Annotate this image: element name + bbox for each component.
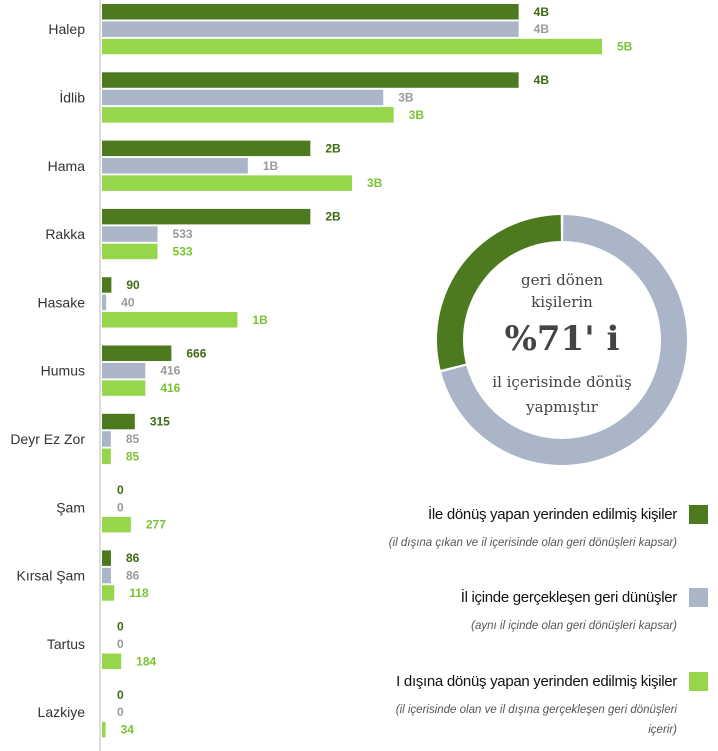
bar-series-2	[102, 362, 146, 379]
bar-series-2	[102, 567, 111, 584]
bar-series-3	[102, 721, 106, 738]
data-label-series-3: 184	[136, 654, 156, 668]
legend-title-3: I dışına dönüş yapan yerinden edilmiş ki…	[396, 673, 677, 690]
data-label-series-2: 533	[173, 227, 193, 241]
bar-series-1	[102, 550, 111, 566]
data-label-series-2: 4B	[534, 22, 550, 36]
legend-title-2: İl içinde gerçekleşen geri dünüşler	[460, 589, 678, 606]
category-label: Tartus	[47, 636, 85, 652]
data-label-series-1: 2B	[325, 141, 341, 155]
data-label-series-2: 416	[160, 364, 180, 378]
bar-series-3	[102, 107, 394, 123]
data-label-series-2: 86	[126, 569, 140, 583]
bar-series-3	[102, 585, 115, 601]
data-label-series-3: 5B	[617, 40, 633, 54]
donut-text-line4: yapmıştır	[525, 398, 599, 416]
data-label-series-3: 85	[126, 449, 140, 463]
bar-series-3	[102, 243, 158, 260]
data-label-series-1: 315	[150, 415, 170, 429]
bar-series-2	[102, 89, 384, 106]
data-label-series-2: 85	[126, 432, 140, 446]
legend-swatch-3	[689, 672, 708, 691]
data-label-series-3: 34	[121, 723, 135, 737]
data-label-series-1: 0	[117, 619, 124, 633]
bar-series-1	[102, 140, 311, 157]
data-label-series-3: 533	[173, 244, 193, 258]
bar-series-1	[102, 72, 519, 88]
bar-series-2	[102, 294, 107, 311]
donut-text-line2: kişilerin	[531, 293, 593, 311]
donut-segment-other	[436, 215, 561, 370]
data-label-series-3: 118	[129, 586, 149, 600]
data-label-series-1: 2B	[325, 210, 341, 224]
bar-series-3	[102, 516, 131, 533]
data-label-series-1: 666	[186, 346, 206, 360]
data-label-series-1: 4B	[534, 73, 550, 87]
bar-series-3	[102, 175, 352, 191]
bar-series-2	[102, 431, 111, 447]
category-label: Deyr Ez Zor	[10, 431, 85, 447]
category-label: Humus	[41, 363, 85, 379]
bar-series-2	[102, 21, 519, 37]
data-label-series-1: 90	[126, 278, 140, 292]
category-label: Kırsal Şam	[17, 568, 85, 584]
bar-series-3	[102, 38, 602, 55]
bar-series-3	[102, 380, 146, 396]
legend-item-3: I dışına dönüş yapan yerinden edilmiş ki…	[288, 672, 708, 740]
bar-series-1	[102, 277, 112, 293]
donut-chart: geri dönen kişilerin %71' i il içerisind…	[436, 215, 688, 465]
labels-layer: Halep 4B 4B 5B İdlib 4B 3B 3B Hama 2B 1B 3B Rakka 2B 5…	[10, 5, 632, 737]
bar-series-1	[102, 208, 311, 225]
donut-percent-text: %71' i	[505, 319, 620, 359]
legend-item-2: İl içinde gerçekleşen geri dünüşler (ayn…	[288, 588, 708, 636]
donut-text-line1: geri dönen	[521, 271, 603, 289]
legend-note-3: (il içerisinde olan ve il dışına gerçekl…	[395, 704, 677, 737]
legend-item-1: İle dönüş yapan yerinden edilmiş kişiler…	[288, 505, 708, 553]
data-label-series-3: 1B	[252, 313, 268, 327]
data-label-series-2: 3B	[398, 90, 414, 104]
category-label: Halep	[48, 21, 85, 37]
data-label-series-3: 416	[160, 381, 180, 395]
bar-series-3	[102, 312, 238, 328]
data-label-series-2: 0	[117, 637, 124, 651]
data-label-series-3: 277	[146, 518, 166, 532]
bar-series-2	[102, 226, 158, 242]
data-label-series-2: 0	[117, 705, 124, 719]
bar-series-2	[102, 158, 248, 174]
category-label: İdlib	[59, 88, 85, 105]
bar-series-3	[102, 448, 111, 465]
data-label-series-1: 4B	[534, 5, 550, 19]
data-label-series-1: 0	[117, 688, 124, 702]
data-label-series-1: 0	[117, 483, 124, 497]
bar-series-1	[102, 4, 519, 20]
bars-layer	[102, 4, 602, 738]
data-label-series-2: 1B	[263, 159, 279, 173]
category-label: Rakka	[45, 226, 85, 242]
category-label: Şam	[56, 499, 85, 515]
category-label: Hama	[48, 158, 86, 174]
legend-note-1: (il dışına çıkan ve il içerisinde olan g…	[388, 537, 677, 549]
category-label: Lazkiye	[38, 704, 86, 720]
donut-text-line3: il içerisinde dönüş	[492, 373, 631, 391]
data-label-series-2: 0	[117, 500, 124, 514]
legend-title-1: İle dönüş yapan yerinden edilmiş kişiler	[428, 506, 677, 523]
legend-swatch-1	[689, 505, 708, 524]
bar-series-3	[102, 653, 122, 669]
data-label-series-1: 86	[126, 551, 140, 565]
legend-swatch-2	[689, 588, 708, 607]
bar-series-1	[102, 345, 172, 361]
legend-note-2: (aynı il içinde olan geri dönüşleri kaps…	[471, 620, 677, 632]
data-label-series-3: 3B	[367, 176, 383, 190]
bar-series-1	[102, 413, 135, 430]
category-label: Hasake	[38, 294, 86, 310]
data-label-series-3: 3B	[409, 108, 425, 122]
data-label-series-2: 40	[121, 295, 135, 309]
